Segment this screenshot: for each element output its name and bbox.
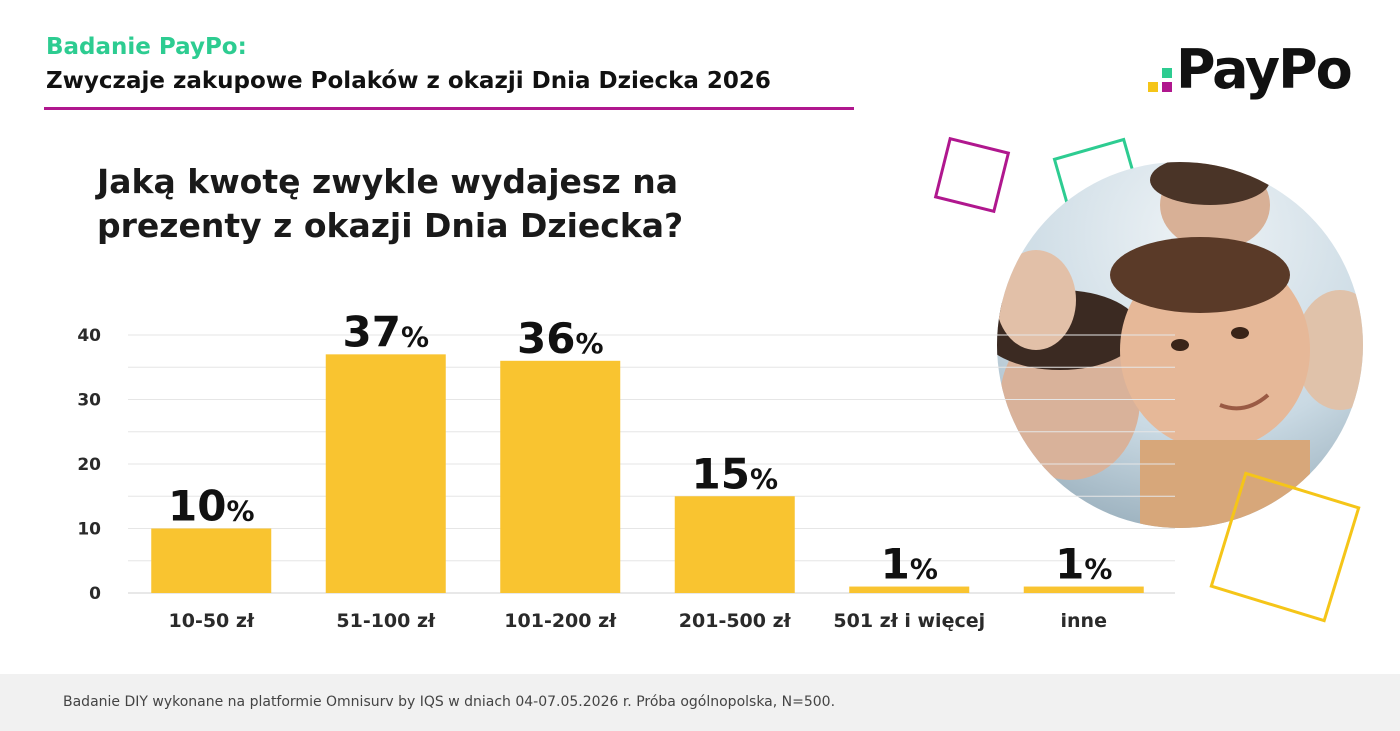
bar <box>151 528 272 593</box>
x-tick-label: inne <box>1061 610 1107 632</box>
data-label-value: 15 <box>691 449 749 498</box>
data-label-suffix: % <box>1084 553 1112 586</box>
x-tick-label: 51-100 zł <box>336 610 436 632</box>
bar <box>1023 586 1144 593</box>
data-label-suffix: % <box>575 327 603 360</box>
x-tick-label: 201-500 zł <box>679 610 792 632</box>
data-label: 37% <box>342 307 429 356</box>
x-tick-label: 10-50 zł <box>169 610 255 632</box>
x-tick-label: 501 zł i więcej <box>833 610 985 632</box>
data-label-suffix: % <box>910 553 938 586</box>
bar <box>849 586 970 593</box>
y-tick-label: 30 <box>77 391 101 411</box>
data-label-value: 37 <box>342 307 400 356</box>
bar <box>500 360 621 593</box>
y-tick-label: 40 <box>77 326 101 346</box>
data-label: 10% <box>168 482 255 531</box>
data-label-value: 10 <box>168 482 226 531</box>
paypo-logo: PayPo <box>1148 38 1368 106</box>
data-label-value: 36 <box>517 314 575 363</box>
header-kicker: Badanie PayPo: <box>46 34 247 60</box>
data-label-suffix: % <box>226 495 254 528</box>
data-label-suffix: % <box>401 320 429 353</box>
logo-square-yellow <box>1148 82 1158 92</box>
footer-note: Badanie DIY wykonane na platformie Omnis… <box>63 694 836 710</box>
data-label: 15% <box>691 449 778 498</box>
logo-square-magenta <box>1162 82 1172 92</box>
logo-square-green <box>1162 68 1172 78</box>
data-label: 36% <box>517 314 604 363</box>
x-tick-label: 101-200 zł <box>504 610 617 632</box>
y-tick-label: 20 <box>77 455 101 475</box>
chart-question: Jaką kwotę zwykle wydajesz na prezenty z… <box>97 162 684 245</box>
y-tick-label: 0 <box>89 584 101 604</box>
data-label-value: 1 <box>881 540 910 589</box>
logo-text: PayPo <box>1176 38 1353 101</box>
footer: Badanie DIY wykonane na platformie Omnis… <box>0 674 1400 731</box>
data-label: 1% <box>1055 540 1112 589</box>
data-label: 1% <box>881 540 938 589</box>
bar <box>674 496 795 593</box>
y-tick-label: 10 <box>77 520 101 540</box>
data-label-suffix: % <box>750 462 778 495</box>
bar <box>325 354 446 593</box>
header-subtitle: Zwyczaje zakupowe Polaków z okazji Dnia … <box>46 68 771 94</box>
title-underline <box>44 107 854 110</box>
data-label-value: 1 <box>1055 540 1084 589</box>
